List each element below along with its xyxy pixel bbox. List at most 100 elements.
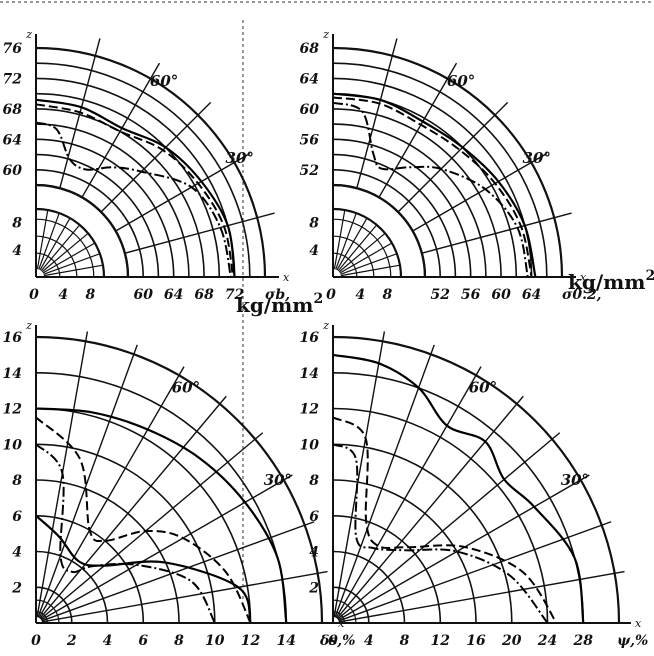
inner-spoke bbox=[42, 242, 96, 274]
series-line-1 bbox=[332, 92, 537, 278]
grid-arc bbox=[332, 407, 549, 624]
x-tick-label: 4 bbox=[103, 633, 113, 649]
x-tick-label: 4 bbox=[58, 287, 68, 303]
x-tick-label: 8 bbox=[174, 633, 184, 649]
inner-arc bbox=[35, 218, 95, 278]
grid-arc bbox=[35, 515, 145, 624]
inner-spoke bbox=[36, 209, 49, 270]
grid-spoke bbox=[397, 101, 509, 213]
angle-label-60: 60° bbox=[447, 72, 475, 90]
x-tick-label: 60 bbox=[491, 287, 511, 303]
grid-arc bbox=[35, 479, 180, 624]
series-line-2 bbox=[332, 416, 558, 624]
z-tick-label: 2 bbox=[11, 580, 22, 596]
grid-spoke bbox=[39, 395, 227, 619]
x-tick-label: 14 bbox=[277, 633, 296, 649]
z-tick-label: 14 bbox=[3, 366, 22, 382]
inner-fan bbox=[35, 207, 106, 278]
panel-top-right: 4 4 8 8 0 52 56 60 64 52 56 60 64 68z x 60° 30° σ0.2, bbox=[300, 28, 602, 303]
z-tick-label: 8 bbox=[309, 216, 319, 232]
z-axis-label: z bbox=[322, 319, 329, 332]
z-tick-label: 64 bbox=[300, 71, 319, 87]
x-tick-label: 0 bbox=[29, 287, 39, 303]
z-tick-label: 52 bbox=[300, 163, 320, 179]
quantity-label: δs,% bbox=[319, 633, 355, 649]
x-tick-label: 10 bbox=[205, 633, 225, 649]
angle-label-60: 60° bbox=[469, 379, 497, 397]
inner-spoke bbox=[38, 212, 60, 270]
z-tick-label: 60 bbox=[3, 163, 23, 179]
grid-arc bbox=[35, 550, 109, 624]
grid-arc bbox=[332, 335, 621, 624]
z-tick-label: 8 bbox=[309, 473, 319, 489]
series-line-2 bbox=[332, 96, 533, 278]
x-tick-label: 8 bbox=[400, 633, 410, 649]
series-line-2 bbox=[35, 103, 234, 278]
series-line-3 bbox=[35, 443, 216, 624]
x-tick-label: 64 bbox=[164, 287, 183, 303]
grid-arc bbox=[332, 550, 406, 624]
x-tick-label: 72 bbox=[225, 287, 245, 303]
x-tick-label: 68 bbox=[194, 287, 214, 303]
z-tick-label: 60 bbox=[300, 102, 320, 118]
x-tick-label: 8 bbox=[383, 287, 393, 303]
x-axis-label: x bbox=[635, 617, 642, 630]
z-tick-label: 6 bbox=[309, 509, 319, 525]
quantity-label: σb, bbox=[265, 287, 290, 303]
quantity-label: σ0.2, bbox=[562, 287, 602, 303]
x-tick-label: 8 bbox=[86, 287, 96, 303]
angle-label-30: 30° bbox=[264, 471, 292, 489]
x-tick-label: 6 bbox=[138, 633, 148, 649]
angle-label-30: 30° bbox=[226, 149, 254, 167]
inner-spoke bbox=[338, 232, 386, 273]
x-tick-label: 4 bbox=[364, 633, 374, 649]
x-tick-label: 0 bbox=[31, 633, 41, 649]
x-axis-label: x bbox=[580, 271, 587, 284]
x-tick-label: 12 bbox=[241, 633, 261, 649]
grid-spoke bbox=[338, 570, 625, 623]
inner-spoke bbox=[337, 224, 378, 272]
series-line-2 bbox=[35, 416, 252, 624]
angle-label-60: 60° bbox=[150, 72, 178, 90]
grid-arc bbox=[35, 443, 216, 624]
grid-spoke bbox=[37, 344, 138, 618]
grid-arc bbox=[332, 443, 513, 624]
grid-arc bbox=[35, 335, 324, 624]
grid-spoke bbox=[41, 570, 328, 623]
panel-top-left: 4 4 8 8 0 60 64 68 72 60 64 68 72 76z x 60° 30° σb, bbox=[3, 28, 290, 303]
x-tick-label: 28 bbox=[573, 633, 594, 649]
z-tick-label: 76 bbox=[3, 41, 23, 57]
grid-spoke bbox=[378, 62, 458, 198]
inner-spoke bbox=[41, 232, 89, 273]
z-axis-label: z bbox=[322, 28, 329, 41]
grid-spoke bbox=[115, 152, 251, 232]
series-line-3 bbox=[35, 121, 232, 278]
z-tick-label: 4 bbox=[12, 243, 22, 259]
grid-arc bbox=[332, 479, 477, 624]
z-tick-label: 12 bbox=[3, 402, 23, 418]
x-tick-label: 0 bbox=[326, 287, 336, 303]
quantity-label: ψ,% bbox=[617, 633, 648, 649]
grid-spoke bbox=[412, 152, 548, 232]
inner-spoke bbox=[43, 264, 104, 277]
angle-label-30: 30° bbox=[523, 149, 551, 167]
z-tick-label: 6 bbox=[12, 509, 22, 525]
x-tick-label: 24 bbox=[537, 633, 557, 649]
x-tick-label: 64 bbox=[522, 287, 541, 303]
z-axis-label: z bbox=[25, 28, 32, 41]
x-tick-label: 2 bbox=[66, 633, 77, 649]
grid-spoke bbox=[337, 432, 561, 620]
inner-arc bbox=[332, 218, 392, 278]
inner-spoke bbox=[333, 209, 346, 270]
x-tick-label: 20 bbox=[501, 633, 522, 649]
series-line-4 bbox=[35, 514, 252, 624]
grid-spoke bbox=[421, 212, 572, 254]
z-tick-label: 16 bbox=[300, 330, 320, 346]
z-tick-label: 68 bbox=[3, 102, 23, 118]
stress-unit-label-left: kg/mm2 bbox=[236, 291, 323, 317]
inner-spoke bbox=[339, 242, 393, 274]
z-tick-label: 2 bbox=[308, 580, 319, 596]
z-tick-label: 64 bbox=[3, 132, 22, 148]
